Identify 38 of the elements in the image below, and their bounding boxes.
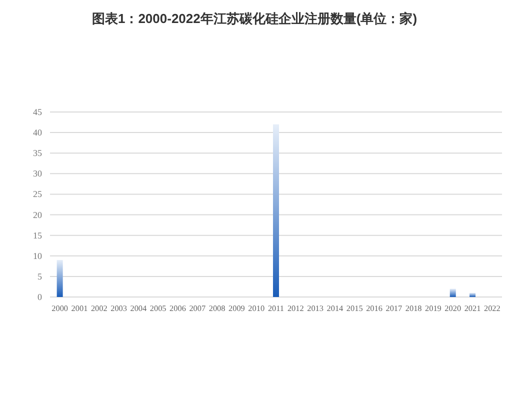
y-tick-label: 40 <box>33 128 42 138</box>
chart-title: 图表1：2000-2022年江苏碳化硅企业注册数量(单位：家) <box>92 11 418 26</box>
bar <box>56 260 63 297</box>
x-tick-label: 2011 <box>268 304 284 313</box>
x-tick-label: 2000 <box>52 304 68 313</box>
x-tick-label: 2019 <box>425 304 442 313</box>
x-tick-label: 2004 <box>130 304 147 313</box>
y-tick-label: 35 <box>33 148 42 158</box>
x-tick-label: 2010 <box>248 304 265 313</box>
x-tick-label: 2020 <box>444 304 462 313</box>
x-tick-label: 2016 <box>366 304 382 313</box>
y-tick-label: 20 <box>33 210 42 220</box>
x-tick-label: 2013 <box>307 304 324 313</box>
x-tick-label: 2021 <box>464 304 481 313</box>
x-tick-label: 2001 <box>71 304 88 313</box>
x-tick-label: 2018 <box>405 304 422 313</box>
x-tick-label: 2007 <box>189 304 206 313</box>
x-tick-label: 2009 <box>228 304 245 313</box>
y-tick-label: 30 <box>33 168 42 179</box>
y-tick-label: 0 <box>38 292 42 302</box>
x-tick-label: 2008 <box>208 304 226 313</box>
x-tick-label: 2014 <box>326 304 344 313</box>
y-tick-label: 10 <box>33 250 42 261</box>
x-tick-label: 2002 <box>90 304 108 313</box>
y-tick-label: 45 <box>33 107 42 117</box>
bar <box>470 292 476 297</box>
y-tick-label: 25 <box>33 189 42 200</box>
bar <box>450 288 456 297</box>
bar <box>273 124 279 297</box>
x-tick-label: 2017 <box>386 304 402 313</box>
x-tick-label: 2012 <box>287 304 304 313</box>
y-tick-label: 15 <box>33 230 42 240</box>
x-tick-label: 2005 <box>150 304 166 313</box>
y-tick-label: 5 <box>38 271 42 282</box>
x-tick-label: 2006 <box>170 304 186 313</box>
x-tick-label: 2022 <box>484 304 500 313</box>
x-tick-label: 2003 <box>110 304 127 313</box>
x-tick-label: 2015 <box>346 304 363 313</box>
